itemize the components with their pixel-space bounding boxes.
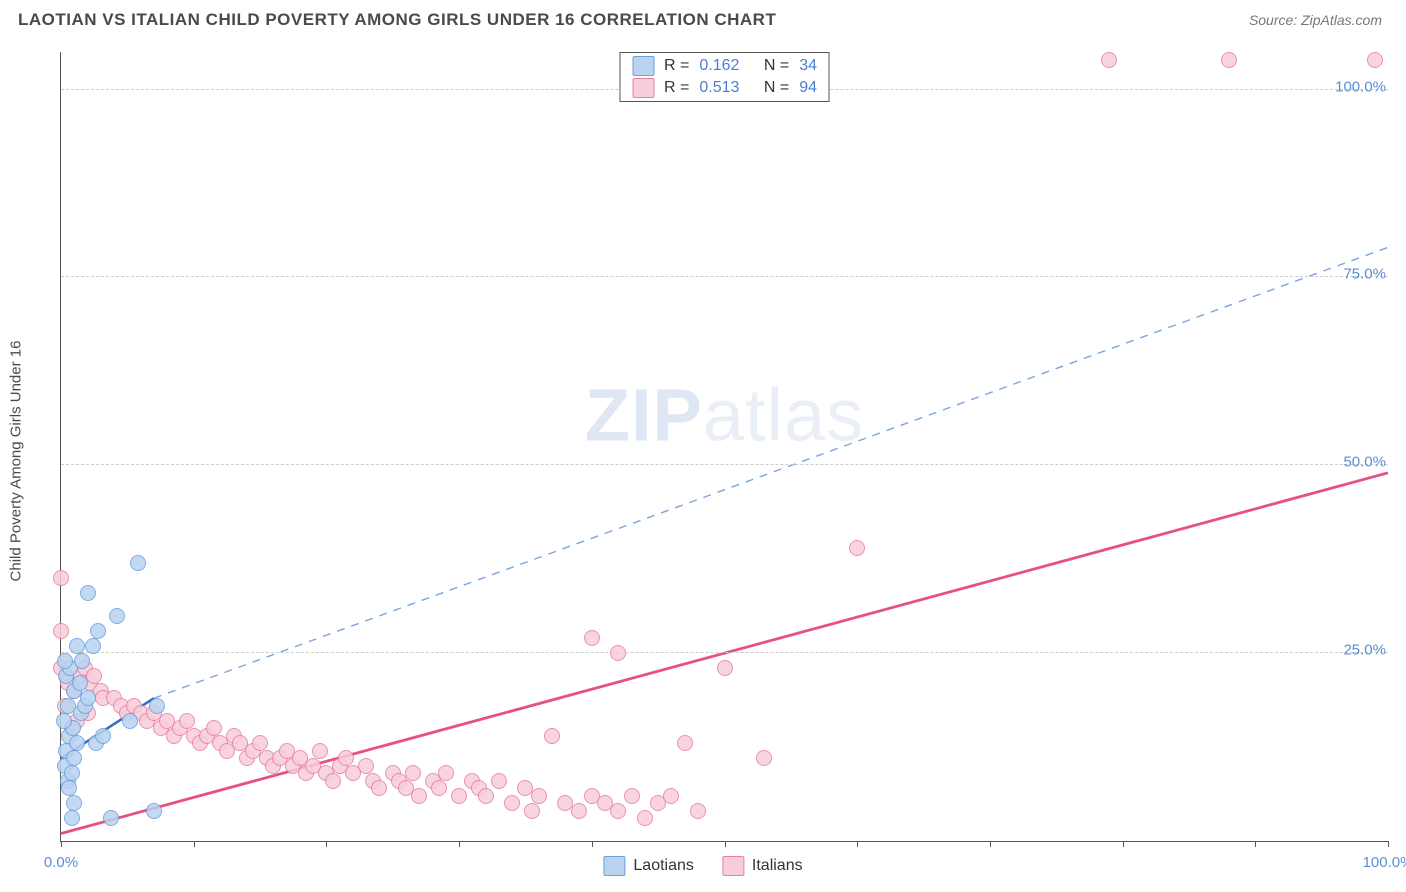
r-value-laotians: 0.162 (699, 57, 739, 75)
swatch-italians-icon (722, 856, 744, 876)
data-point-italians (86, 668, 102, 684)
data-point-laotians (57, 653, 73, 669)
data-point-italians (677, 735, 693, 751)
data-point-laotians (66, 795, 82, 811)
data-point-italians (571, 803, 587, 819)
x-tick (61, 841, 62, 847)
data-point-laotians (69, 735, 85, 751)
data-point-laotians (90, 623, 106, 639)
data-point-italians (717, 660, 733, 676)
data-point-italians (371, 780, 387, 796)
data-point-italians (431, 780, 447, 796)
x-tick (592, 841, 593, 847)
y-tick-label: 25.0% (1343, 642, 1386, 659)
data-point-laotians (130, 555, 146, 571)
legend-row-italians: R = 0.513 N = 94 (620, 77, 829, 99)
data-point-laotians (64, 765, 80, 781)
data-point-laotians (69, 638, 85, 654)
x-tick (725, 841, 726, 847)
data-point-italians (179, 713, 195, 729)
x-tick (1123, 841, 1124, 847)
legend-stats-box: R = 0.162 N = 34 R = 0.513 N = 94 (619, 52, 830, 102)
y-tick-label: 100.0% (1335, 78, 1386, 95)
swatch-italians (632, 78, 654, 98)
y-tick-label: 50.0% (1343, 454, 1386, 471)
r-value-italians: 0.513 (699, 79, 739, 97)
data-point-italians (358, 758, 374, 774)
data-point-laotians (95, 728, 111, 744)
gridline (61, 464, 1388, 465)
data-point-italians (1367, 52, 1383, 68)
source-label: Source: ZipAtlas.com (1249, 12, 1382, 28)
data-point-laotians (109, 608, 125, 624)
gridline (61, 276, 1388, 277)
data-point-laotians (122, 713, 138, 729)
data-point-laotians (74, 653, 90, 669)
plot-region: ZIPatlas R = 0.162 N = 34 R = 0.513 N = … (60, 52, 1388, 842)
data-point-laotians (103, 810, 119, 826)
data-point-italians (252, 735, 268, 751)
data-point-italians (478, 788, 494, 804)
x-tick (990, 841, 991, 847)
data-point-italians (338, 750, 354, 766)
data-point-italians (610, 645, 626, 661)
data-point-italians (610, 803, 626, 819)
data-point-italians (544, 728, 560, 744)
data-point-laotians (149, 698, 165, 714)
data-point-italians (663, 788, 679, 804)
y-tick-label: 75.0% (1343, 266, 1386, 283)
data-point-italians (531, 788, 547, 804)
data-point-italians (405, 765, 421, 781)
data-point-italians (756, 750, 772, 766)
swatch-laotians-icon (603, 856, 625, 876)
chart-title: LAOTIAN VS ITALIAN CHILD POVERTY AMONG G… (18, 10, 776, 30)
n-value-laotians: 34 (799, 57, 817, 75)
legend-row-laotians: R = 0.162 N = 34 (620, 55, 829, 77)
data-point-italians (1101, 52, 1117, 68)
data-point-italians (584, 630, 600, 646)
data-point-italians (504, 795, 520, 811)
x-tick (1388, 841, 1389, 847)
legend-item-italians: Italians (722, 856, 803, 876)
data-point-laotians (56, 713, 72, 729)
data-point-italians (411, 788, 427, 804)
legend-bottom: Laotians Italians (603, 856, 802, 876)
data-point-italians (1221, 52, 1237, 68)
data-point-italians (325, 773, 341, 789)
n-value-italians: 94 (799, 79, 817, 97)
data-point-laotians (80, 585, 96, 601)
regression-line (154, 247, 1388, 698)
data-point-laotians (85, 638, 101, 654)
data-point-laotians (146, 803, 162, 819)
x-tick (459, 841, 460, 847)
swatch-laotians (632, 56, 654, 76)
data-point-italians (206, 720, 222, 736)
data-point-italians (312, 743, 328, 759)
data-point-laotians (66, 750, 82, 766)
x-tick (194, 841, 195, 847)
x-tick (857, 841, 858, 847)
y-axis-label: Child Poverty Among Girls Under 16 (8, 341, 25, 582)
data-point-italians (849, 540, 865, 556)
watermark: ZIPatlas (585, 372, 864, 457)
data-point-italians (637, 810, 653, 826)
data-point-italians (438, 765, 454, 781)
data-point-italians (491, 773, 507, 789)
chart-area: Child Poverty Among Girls Under 16 ZIPat… (18, 44, 1388, 878)
legend-item-laotians: Laotians (603, 856, 694, 876)
x-tick (1255, 841, 1256, 847)
data-point-italians (524, 803, 540, 819)
data-point-laotians (80, 690, 96, 706)
x-tick-label: 0.0% (44, 854, 78, 871)
data-point-italians (690, 803, 706, 819)
x-tick-label: 100.0% (1363, 854, 1406, 871)
data-point-laotians (61, 780, 77, 796)
data-point-italians (53, 623, 69, 639)
data-point-italians (53, 570, 69, 586)
data-point-italians (451, 788, 467, 804)
gridline (61, 652, 1388, 653)
x-tick (326, 841, 327, 847)
data-point-italians (624, 788, 640, 804)
data-point-laotians (64, 810, 80, 826)
